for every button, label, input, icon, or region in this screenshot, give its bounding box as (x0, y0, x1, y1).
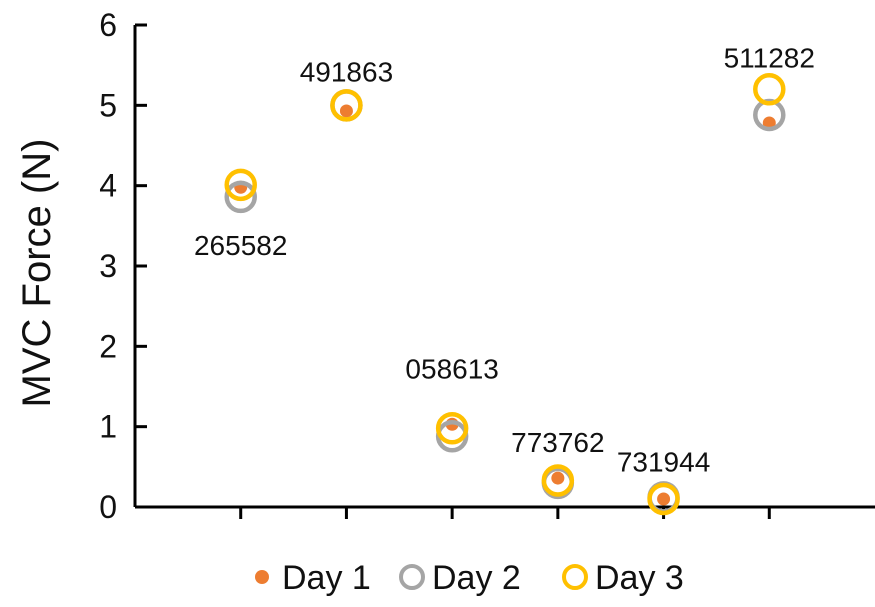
y-tick-label: 4 (99, 168, 117, 204)
y-tick-label: 5 (99, 87, 117, 123)
y-tick-label: 1 (99, 409, 117, 445)
legend-label-day-1: Day 1 (282, 559, 371, 597)
point-day-3 (541, 464, 575, 497)
legend-marker-day-1 (255, 570, 269, 584)
point-day-3 (753, 73, 786, 106)
y-axis-ticks: 0 1 2 3 4 5 6 (99, 7, 147, 525)
point-label: 265582 (194, 230, 287, 261)
legend-label-day-2: Day 2 (432, 559, 521, 597)
y-tick-label: 0 (99, 489, 117, 525)
point-label: 731944 (617, 446, 710, 477)
point-day-2 (224, 180, 257, 214)
point-day-1 (762, 116, 776, 130)
legend-label-day-3: Day 3 (595, 559, 684, 597)
point-label: 058613 (405, 353, 498, 384)
point-day-2 (753, 98, 786, 132)
point-day-1 (657, 492, 671, 506)
point-day-1 (551, 471, 565, 485)
point-day-3 (224, 168, 257, 202)
axes (133, 25, 875, 509)
legend: Day 1 Day 2 Day 3 (255, 559, 684, 597)
data-points (224, 73, 786, 516)
point-day-3 (435, 412, 469, 445)
point-labels: 265582 491863 058613 773762 731944 511282 (194, 42, 815, 477)
legend-marker-day-2 (399, 564, 425, 590)
y-axis-label: MVC Force (N) (15, 139, 59, 408)
y-tick-label: 2 (99, 328, 117, 364)
point-day-3 (647, 482, 680, 516)
point-label: 773762 (511, 427, 604, 458)
point-label: 491863 (300, 56, 393, 87)
point-day-1 (339, 104, 353, 118)
y-tick-label: 3 (99, 248, 117, 284)
x-axis-ticks (239, 507, 771, 519)
point-label: 511282 (724, 42, 815, 73)
point-day-3 (330, 89, 363, 122)
legend-marker-day-3 (562, 564, 588, 590)
y-tick-label: 6 (99, 7, 117, 43)
